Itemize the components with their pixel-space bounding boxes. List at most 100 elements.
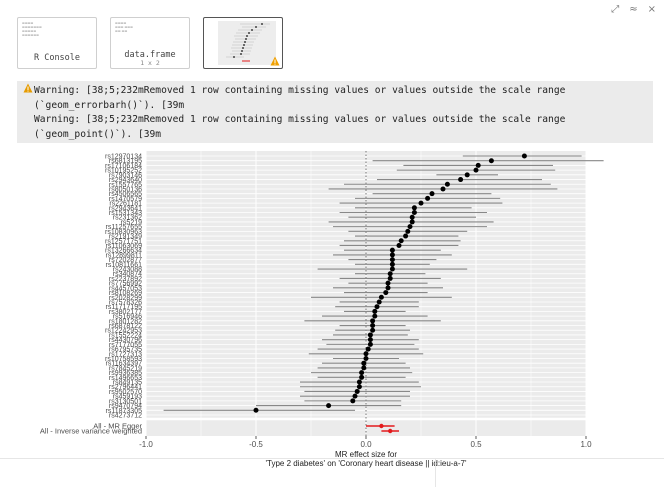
snp-tick-label: rs11717195 (106, 304, 143, 311)
snp-tick-label: rs11634397 (106, 361, 143, 368)
snp-point (370, 318, 376, 324)
collapse-icon[interactable]: ≈ (629, 4, 638, 15)
snp-point (409, 214, 415, 220)
snp-point (383, 290, 389, 296)
snp-tick-label: rs6878122 (109, 323, 142, 330)
restore-icon[interactable]: ⤢ (611, 4, 620, 15)
snp-point (361, 360, 367, 366)
x-tick-label: 1.0 (580, 440, 592, 449)
x-axis-title-line-1: MR effect size for (335, 450, 397, 459)
snp-point (405, 228, 411, 234)
snp-tick-label: rs231362 (113, 215, 142, 222)
summary-point (379, 423, 384, 429)
snp-point (398, 238, 404, 244)
snp-point (352, 393, 358, 399)
snp-point (488, 158, 494, 164)
x-axis-title-line-2: 'Type 2 diabetes' on 'Coronary heart dis… (265, 459, 467, 468)
snp-point (367, 332, 373, 338)
snp-tick-label: rs17106184 (105, 163, 142, 170)
snp-point (385, 280, 391, 286)
snp-tick-label: rs12242953 (105, 328, 142, 335)
snp-point (425, 195, 431, 201)
snp-point (385, 285, 391, 291)
snp-point (418, 200, 424, 206)
snp-tick-label: rs243088 (113, 267, 142, 274)
thumbnail-preview-lines: ▬▬▬▬ ▬▬▬▬▬▬▬ ▬▬▬▬▬ ▬▬▬▬▬▬ (22, 21, 42, 37)
forest-plot: rs12970134rs6813195rs17106184rs10195252r… (40, 151, 604, 468)
warning-line: (`geom_errorbarh()`). [39m (34, 99, 185, 111)
snp-tick-label: rs1727313 (109, 351, 142, 358)
thumbnail-r-console[interactable]: ▬▬▬▬ ▬▬▬▬▬▬▬ ▬▬▬▬▬ ▬▬▬▬▬▬ R Console (17, 17, 97, 69)
snp-point (372, 313, 378, 319)
warning-output: Warning: [38;5;232mRemoved 1 row contain… (17, 81, 653, 143)
snp-tick-label: rs4506565 (109, 191, 142, 198)
snp-tick-label: rs11257655 (106, 224, 143, 231)
snp-point (365, 346, 371, 352)
snp-point (475, 162, 481, 168)
snp-tick-label: rs2028299 (109, 295, 142, 302)
snp-point (378, 294, 384, 300)
snp-point (374, 304, 380, 310)
snp-tick-label: rs7756992 (109, 281, 142, 288)
snp-tick-label: rs9502570 (109, 389, 142, 396)
plot-history-thumbnails: ▬▬▬▬ ▬▬▬▬▬▬▬ ▬▬▬▬▬ ▬▬▬▬▬▬ R Console ▬▬▬▬ ▬▬▬… (17, 17, 283, 69)
snp-tick-label: rs340874 (113, 271, 142, 278)
snp-point (363, 355, 369, 361)
snp-point (370, 327, 376, 333)
snp-point (389, 247, 395, 253)
snp-tick-label: rs1557765 (109, 182, 142, 189)
snp-point (354, 388, 360, 394)
snp-point (387, 275, 393, 281)
snp-tick-label: rs7845219 (109, 365, 142, 372)
snp-tick-label: rs4273712 (109, 413, 142, 420)
snp-tick-label: rs3802177 (109, 309, 142, 316)
snp-tick-label: rs5219 (121, 219, 143, 226)
snp-tick-label: rs11873305 (106, 408, 143, 415)
snp-tick-label: rs9470794 (109, 403, 142, 410)
x-tick-label: -1.0 (139, 440, 153, 449)
snp-point (376, 299, 382, 305)
bottom-divider-split (435, 459, 436, 487)
snp-point (367, 337, 373, 343)
summary-tick-label: All - Inverse variance weighted (40, 427, 142, 436)
snp-tick-label: rs13266634 (105, 248, 142, 255)
snp-tick-label: rs10830963 (105, 229, 142, 236)
thumbnail-sublabel: 1 x 2 (140, 59, 160, 67)
snp-tick-label: rs459193 (113, 394, 142, 401)
snp-tick-label: rs4457053 (109, 285, 142, 292)
snp-tick-label: rs12899811 (106, 252, 143, 259)
snp-tick-label: rs1531343 (109, 210, 142, 217)
thumbnail-forest-plot[interactable] (203, 17, 283, 69)
snp-point (473, 167, 479, 173)
summary-point (388, 428, 393, 434)
snp-tick-label: rs9936385 (109, 370, 142, 377)
thumbnail-data-frame[interactable]: ▬▬▬▬ ▬▬▬ ▬▬▬ ▬▬ ▬▬ data.frame 1 x 2 (110, 17, 190, 69)
snp-point (444, 181, 450, 187)
thumbnail-preview-lines: ▬▬▬▬ ▬▬▬ ▬▬▬ ▬▬ ▬▬ (115, 21, 133, 33)
snp-point (458, 177, 464, 183)
close-icon[interactable]: × (647, 4, 656, 15)
snp-tick-label: rs516946 (113, 314, 142, 321)
snp-point (359, 374, 365, 380)
snp-point (253, 407, 259, 413)
x-tick-label: 0.0 (360, 440, 372, 449)
snp-tick-label: rs11063069 (106, 243, 143, 250)
snp-tick-label: rs6813195 (109, 158, 142, 165)
bottom-divider (0, 458, 664, 459)
snp-point (370, 323, 376, 329)
snp-point (409, 219, 415, 225)
snp-tick-label: rs1470579 (109, 196, 142, 203)
snp-tick-label: rs7903146 (109, 172, 142, 179)
snp-tick-label: rs8050136 (109, 186, 142, 193)
summary-tick-label: All - MR Egger (93, 422, 142, 431)
snp-tick-label: rs10811661 (106, 262, 143, 269)
snp-tick-label: rs1801282 (109, 318, 142, 325)
snp-tick-label: rs10195252 (105, 168, 142, 175)
window-controls: ⤢ ≈ × (611, 4, 656, 16)
warning-icon (23, 83, 34, 99)
thumbnail-warning-icon (270, 56, 280, 66)
snp-tick-label: rs2237892 (109, 276, 142, 283)
warning-line: Warning: [38;5;232mRemoved 1 row contain… (34, 114, 566, 125)
snp-point (326, 403, 332, 409)
snp-tick-label: rs8108269 (109, 290, 142, 297)
